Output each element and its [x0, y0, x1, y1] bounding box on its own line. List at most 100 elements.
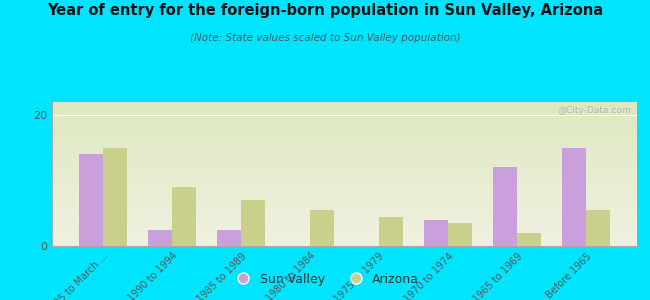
Bar: [52, 116, 637, 118]
Bar: [52, 224, 637, 226]
Bar: [52, 165, 637, 167]
Bar: [52, 197, 637, 199]
Bar: [52, 115, 637, 116]
Bar: [52, 240, 637, 242]
Bar: [52, 204, 637, 206]
Bar: [586, 210, 610, 246]
Bar: [52, 184, 637, 185]
Bar: [52, 147, 637, 148]
Bar: [52, 220, 637, 221]
Bar: [52, 149, 637, 151]
Bar: [52, 105, 637, 106]
Bar: [52, 155, 637, 157]
Bar: [52, 138, 637, 140]
Bar: [52, 119, 637, 121]
Bar: [52, 161, 637, 163]
Bar: [52, 233, 637, 235]
Bar: [52, 187, 637, 188]
Bar: [52, 191, 637, 193]
Bar: [562, 148, 586, 246]
Bar: [52, 216, 637, 217]
Bar: [52, 199, 637, 200]
Bar: [52, 141, 637, 142]
Bar: [52, 176, 637, 177]
Bar: [52, 145, 637, 147]
Bar: [52, 160, 637, 161]
Bar: [52, 188, 637, 190]
Bar: [52, 207, 637, 208]
Bar: [52, 226, 637, 227]
Bar: [52, 136, 637, 138]
Bar: [52, 221, 637, 223]
Bar: [52, 112, 637, 113]
Bar: [52, 212, 637, 213]
Text: (Note: State values scaled to Sun Valley population): (Note: State values scaled to Sun Valley…: [190, 33, 460, 43]
Bar: [52, 217, 637, 219]
Bar: [52, 201, 637, 203]
Bar: [52, 134, 637, 135]
Bar: [52, 237, 637, 239]
Bar: [424, 220, 448, 246]
Bar: [52, 232, 637, 233]
Bar: [52, 121, 637, 122]
Bar: [52, 223, 637, 224]
Bar: [52, 206, 637, 207]
Bar: [52, 190, 637, 191]
Bar: [52, 194, 637, 196]
Bar: [52, 111, 637, 112]
Bar: [52, 214, 637, 216]
Bar: [310, 210, 334, 246]
Bar: [52, 244, 637, 246]
Bar: [52, 127, 637, 128]
Bar: [52, 219, 637, 220]
Bar: [52, 203, 637, 204]
Bar: [52, 243, 637, 244]
Bar: [52, 196, 637, 197]
Bar: [52, 185, 637, 187]
Bar: [52, 151, 637, 152]
Bar: [52, 129, 637, 131]
Bar: [52, 171, 637, 172]
Bar: [52, 168, 637, 170]
Bar: [52, 242, 637, 243]
Bar: [52, 229, 637, 230]
Bar: [52, 140, 637, 141]
Bar: [52, 106, 637, 108]
Bar: [52, 108, 637, 109]
Bar: [52, 122, 637, 124]
Bar: [52, 142, 637, 144]
Bar: [52, 181, 637, 183]
Bar: [52, 125, 637, 127]
Bar: [52, 236, 637, 237]
Bar: [241, 200, 265, 246]
Bar: [52, 152, 637, 154]
Bar: [52, 235, 637, 236]
Bar: [216, 230, 241, 246]
Bar: [52, 200, 637, 201]
Bar: [52, 230, 637, 232]
Legend: Sun Valley, Arizona: Sun Valley, Arizona: [226, 268, 424, 291]
Bar: [52, 174, 637, 176]
Bar: [52, 154, 637, 155]
Bar: [103, 148, 127, 246]
Bar: [52, 144, 637, 145]
Bar: [52, 118, 637, 119]
Bar: [52, 157, 637, 158]
Bar: [52, 148, 637, 149]
Text: Year of entry for the foreign-born population in Sun Valley, Arizona: Year of entry for the foreign-born popul…: [47, 3, 603, 18]
Bar: [148, 230, 172, 246]
Bar: [52, 113, 637, 115]
Bar: [493, 167, 517, 246]
Text: @City-Data.com: @City-Data.com: [558, 106, 631, 115]
Bar: [52, 213, 637, 214]
Bar: [52, 102, 637, 104]
Bar: [52, 183, 637, 184]
Bar: [172, 187, 196, 246]
Bar: [52, 164, 637, 165]
Bar: [52, 180, 637, 181]
Bar: [52, 132, 637, 134]
Bar: [52, 163, 637, 164]
Bar: [52, 178, 637, 180]
Bar: [52, 208, 637, 210]
Bar: [52, 135, 637, 136]
